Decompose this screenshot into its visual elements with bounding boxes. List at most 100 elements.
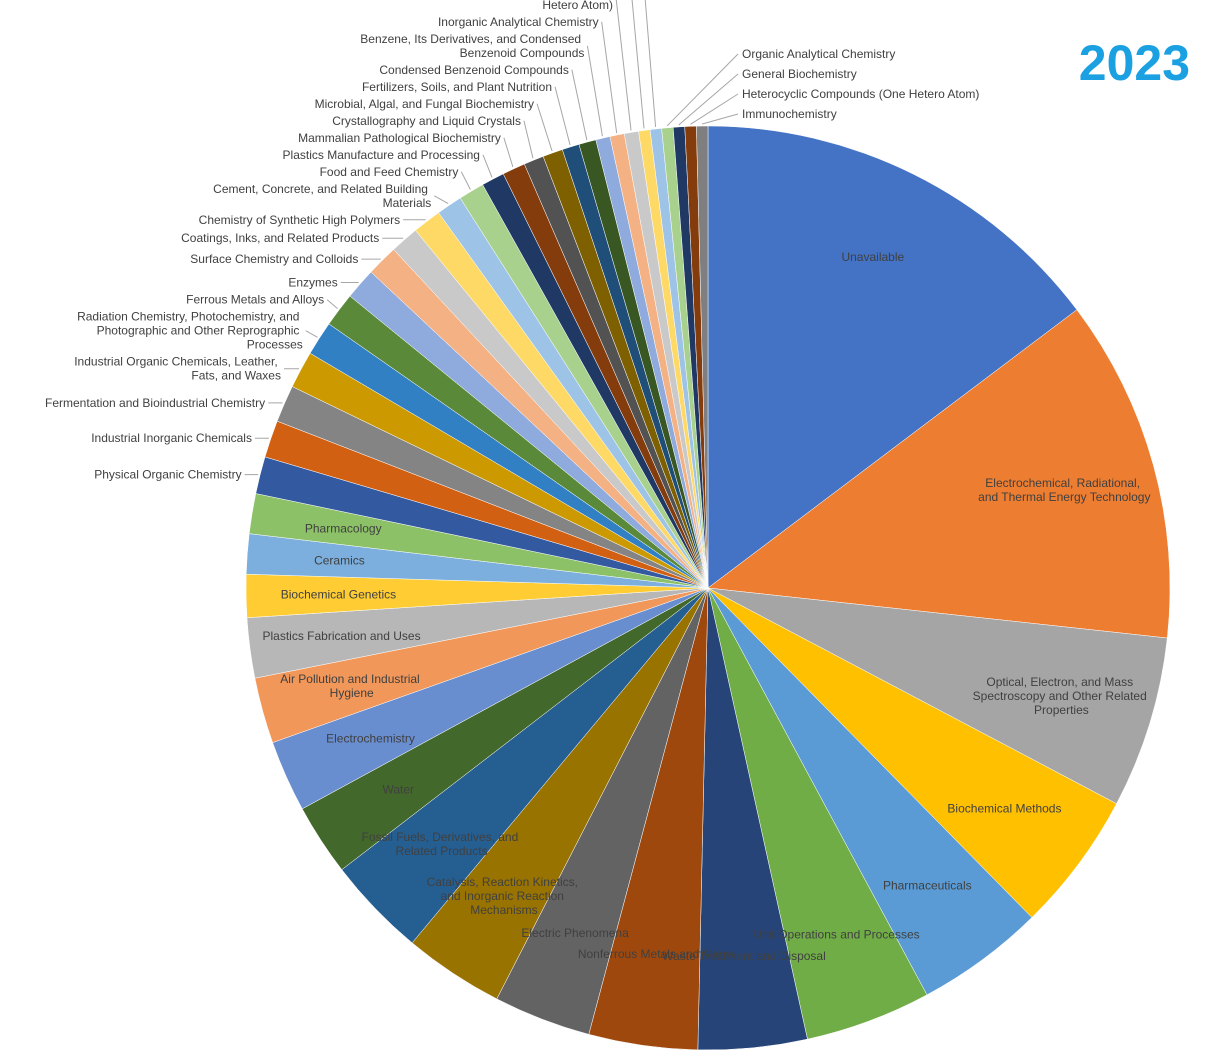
- label-line: Inorganic Analytical Chemistry: [438, 15, 599, 29]
- leader-line: [644, 0, 657, 128]
- leader-line: [482, 154, 493, 178]
- pie-slice: [707, 309, 1171, 639]
- label-line: Optical, Electron, and Mass: [986, 675, 1136, 689]
- label-line: Hygiene: [330, 686, 374, 700]
- slice-label: Ceramics: [314, 554, 365, 568]
- slice-label: Electrochemical, Radiational, and Therma…: [978, 476, 1150, 504]
- label-line: Benzene, Its Derivatives, and Condensed: [360, 32, 584, 46]
- label-line: Industrial Organic Chemicals, Leather,: [74, 355, 281, 369]
- slice-label: Industrial Inorganic Chemicals: [91, 431, 252, 445]
- slice-label: Water: [382, 783, 414, 797]
- pie-slice: [696, 125, 709, 589]
- label-line: Enzymes: [288, 276, 337, 290]
- slice-label: Immunochemistry: [742, 107, 837, 121]
- label-line: Unavailable: [841, 250, 904, 264]
- label-line: Properties: [1034, 703, 1089, 717]
- slice-label: Biochemical Methods: [947, 802, 1061, 816]
- label-line: Electric Phenomena: [521, 926, 629, 940]
- leader-line: [586, 45, 603, 137]
- slice-label: Food and Feed Chemistry: [320, 165, 459, 179]
- slice-label: Crystallography and Liquid Crystals: [332, 114, 521, 128]
- slice-label: Condensed Benzenoid Compounds: [379, 63, 568, 77]
- label-line: Photographic and Other Reprographic: [97, 324, 303, 338]
- label-line: Fermentation and Bioindustrial Chemistry: [45, 396, 265, 410]
- label-line: and Inorganic Reaction: [441, 889, 568, 903]
- label-line: Food and Feed Chemistry: [320, 165, 459, 179]
- leader-line: [601, 21, 618, 134]
- slice-label: Plastics Manufacture and Processing: [283, 148, 480, 162]
- label-line: Air Pollution and Industrial: [280, 672, 423, 686]
- label-line: Microbial, Algal, and Fungal Biochemistr…: [315, 97, 534, 111]
- label-line: and Thermal Energy Technology: [978, 490, 1150, 504]
- label-line: Chemistry of Synthetic High Polymers: [199, 213, 400, 227]
- slice-label: Unavailable: [841, 250, 904, 264]
- slice-label: Cement, Concrete, and Related Building M…: [213, 182, 431, 210]
- label-line: Electrochemical, Radiational,: [985, 476, 1143, 490]
- slice-label: Fossil Fuels, Derivatives, and Related P…: [362, 830, 522, 858]
- slice-label: Ferrous Metals and Alloys: [186, 293, 324, 307]
- label-line: Ferrous Metals and Alloys: [186, 293, 324, 307]
- label-line: Plastics Fabrication and Uses: [263, 629, 421, 643]
- slice-label: Enzymes: [288, 276, 337, 290]
- slice-label: Industrial Organic Chemicals, Leather, F…: [74, 355, 281, 383]
- slice-label: Air Pollution and Industrial Hygiene: [280, 672, 423, 700]
- slice-label: Physical Organic Chemistry: [94, 468, 241, 482]
- label-line: Fossil Fuels, Derivatives, and: [362, 830, 522, 844]
- slice-label: Fertilizers, Soils, and Plant Nutrition: [362, 80, 552, 94]
- leader-line: [523, 120, 534, 159]
- label-line: Heterocyclic Compounds (One Hetero Atom): [742, 87, 979, 101]
- label-line: Radiation Chemistry, Photochemistry, and: [77, 310, 303, 324]
- slice-label: Chemistry of Synthetic High Polymers: [199, 213, 400, 227]
- slice-label: Microbial, Algal, and Fungal Biochemistr…: [315, 97, 534, 111]
- slice-label: General Biochemistry: [742, 67, 857, 81]
- leader-line: [571, 69, 588, 141]
- label-line: General Biochemistry: [742, 67, 857, 81]
- slice-label: Catalysis, Reaction Kinetics, and Inorga…: [427, 875, 582, 917]
- slice-label: Benzene, Its Derivatives, and Condensed …: [360, 32, 584, 60]
- label-line: Pharmacology: [305, 521, 382, 535]
- label-line: Hetero Atom): [542, 0, 613, 12]
- label-line: Surface Chemistry and Colloids: [190, 252, 358, 266]
- slice-label: Surface Chemistry and Colloids: [190, 252, 358, 266]
- slice-label: Electric Phenomena: [521, 926, 629, 940]
- label-line: Nonferrous Metals and Alloys: [578, 947, 734, 961]
- label-line: Condensed Benzenoid Compounds: [379, 63, 568, 77]
- leader-line: [305, 330, 318, 338]
- leader-line: [460, 171, 471, 190]
- label-line: Ceramics: [314, 554, 365, 568]
- slice-label: Heterocyclic Compounds (More Than One He…: [385, 0, 613, 12]
- label-line: Coatings, Inks, and Related Products: [181, 231, 379, 245]
- label-line: Materials: [383, 196, 432, 210]
- slice-label: Nonferrous Metals and Alloys: [578, 947, 734, 961]
- label-line: Unit Operations and Processes: [754, 928, 920, 942]
- label-line: Biochemical Methods: [947, 802, 1061, 816]
- label-line: Immunochemistry: [742, 107, 837, 121]
- label-line: Mammalian Pathological Biochemistry: [298, 131, 501, 145]
- leader-line: [631, 0, 645, 129]
- label-line: Crystallography and Liquid Crystals: [332, 114, 521, 128]
- slice-label: Unit Operations and Processes: [754, 928, 920, 942]
- slice-label: Fermentation and Bioindustrial Chemistry: [45, 396, 265, 410]
- leader-line: [690, 93, 739, 125]
- leader-line: [503, 137, 514, 168]
- label-line: Pharmaceuticals: [883, 879, 972, 893]
- slice-label: Inorganic Analytical Chemistry: [438, 15, 599, 29]
- label-line: Fats, and Waxes: [191, 369, 281, 383]
- label-line: Physical Organic Chemistry: [94, 468, 241, 482]
- label-line: Processes: [247, 338, 303, 352]
- chart-title: 2023: [1079, 35, 1190, 91]
- slice-label: Biochemical Genetics: [281, 587, 396, 601]
- label-line: Benzenoid Compounds: [460, 46, 585, 60]
- label-line: Industrial Inorganic Chemicals: [91, 431, 252, 445]
- label-line: Plastics Manufacture and Processing: [283, 148, 480, 162]
- leader-line: [554, 86, 571, 146]
- label-line: Water: [382, 783, 414, 797]
- slice-label: Plastics Fabrication and Uses: [263, 629, 421, 643]
- slice-label: Waste Treatment and Disposal: [662, 949, 826, 963]
- leader-line: [536, 103, 553, 152]
- slice-label: Mammalian Pathological Biochemistry: [298, 131, 501, 145]
- label-line: Fertilizers, Soils, and Plant Nutrition: [362, 80, 552, 94]
- label-line: Catalysis, Reaction Kinetics,: [427, 875, 582, 889]
- label-line: Organic Analytical Chemistry: [742, 47, 895, 61]
